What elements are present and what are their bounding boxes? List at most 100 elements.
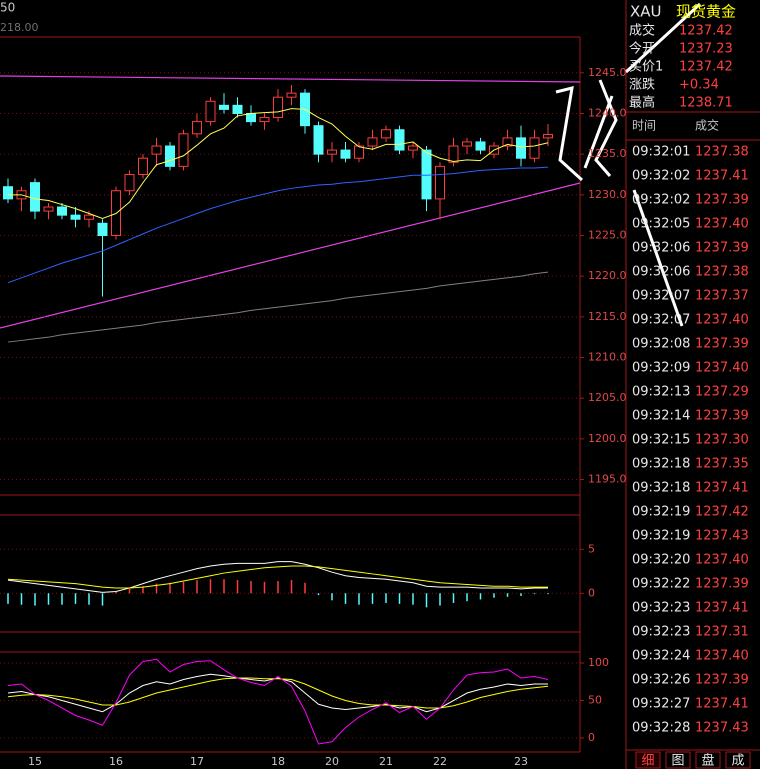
candle-body — [502, 137, 513, 147]
x-tick-label: 20 — [325, 755, 339, 768]
y-tick-label: 1220.0 — [588, 269, 627, 282]
candle-body — [70, 214, 81, 220]
candle-body — [516, 137, 526, 159]
quote-label: 成交 — [629, 23, 655, 39]
candle-body — [43, 206, 54, 212]
candle-body — [138, 157, 148, 175]
y-tick-label: 1210.0 — [588, 351, 627, 364]
trade-time: 09:32:08 — [632, 337, 690, 352]
candle-body — [354, 145, 364, 159]
quote-label: 最高 — [629, 95, 655, 111]
trade-time: 09:32:26 — [632, 673, 690, 688]
trade-price: 1237.30 — [695, 433, 749, 448]
x-tick-label: 22 — [433, 755, 447, 768]
candle-body — [435, 165, 445, 200]
candle-body — [124, 173, 135, 192]
candle-body — [219, 104, 229, 110]
trade-price: 1237.43 — [695, 721, 749, 736]
trend-lines — [0, 75, 581, 329]
candle-body — [543, 133, 553, 139]
y-tick-label: 1230.0 — [588, 188, 627, 201]
candle-body — [3, 186, 13, 200]
quote-value: 1237.42 — [679, 60, 733, 75]
candle-body — [367, 137, 378, 147]
trade-price: 1237.29 — [695, 385, 749, 400]
y-tick-label: 100 — [588, 656, 609, 669]
tab-box — [695, 751, 721, 769]
candle-body — [246, 112, 256, 123]
y-tick-label: 0 — [588, 731, 595, 744]
trade-price: 1237.41 — [695, 169, 749, 184]
candle-body — [327, 149, 337, 155]
x-tick-label: 18 — [271, 755, 285, 768]
candle-body — [408, 145, 418, 151]
quote-value: 1237.23 — [679, 42, 733, 57]
trade-time: 09:32:13 — [632, 385, 690, 400]
indicator-line — [7, 271, 549, 343]
indicator-line — [7, 166, 549, 284]
trade-price: 1237.31 — [695, 625, 749, 640]
tab-box — [635, 751, 661, 769]
trade-price: 1237.41 — [695, 601, 749, 616]
indicator-line — [7, 561, 548, 593]
tab[interactable]: 成 — [731, 754, 744, 769]
y-tick-label: 1245.0 — [588, 66, 627, 79]
trade-time: 09:32:18 — [632, 481, 690, 496]
y-tick-label: 1225.0 — [588, 228, 627, 241]
trade-time: 09:32:05 — [632, 217, 690, 232]
trade-price: 1237.40 — [695, 649, 749, 664]
candle-body — [340, 149, 351, 159]
trade-price: 1237.42 — [695, 505, 749, 520]
x-tick-label: 15 — [28, 755, 42, 768]
candle-body — [529, 137, 540, 159]
y-tick-label: 1215.0 — [588, 310, 627, 323]
trade-price: 1237.41 — [695, 481, 749, 496]
candle-body — [462, 141, 472, 147]
y-tick-label: 1240.0 — [588, 106, 627, 119]
trade-time: 09:32:19 — [632, 529, 690, 544]
trade-time: 09:32:24 — [632, 649, 690, 664]
candle-body — [475, 141, 486, 151]
candle-body — [313, 125, 324, 155]
trade-price: 1237.41 — [695, 697, 749, 712]
candle-body — [165, 145, 175, 167]
candle-body — [205, 100, 216, 123]
top-label: 50 — [0, 1, 15, 15]
indicator-line — [7, 658, 549, 745]
trade-price: 1237.40 — [695, 553, 749, 568]
y-tick-label: 5 — [588, 542, 595, 555]
tab[interactable]: 图 — [671, 754, 684, 769]
indicator-line — [7, 673, 548, 713]
instrument-name: 现货黄金 — [676, 3, 736, 21]
trade-time: 09:32:20 — [632, 553, 690, 568]
trade-price: 1237.43 — [695, 529, 749, 544]
trade-time: 09:32:18 — [632, 457, 690, 472]
column-header: 时间 — [632, 119, 656, 133]
candle-body — [448, 145, 459, 163]
symbol: XAU — [630, 3, 662, 21]
quote-label: 涨跌 — [629, 77, 655, 93]
tab-box — [725, 751, 751, 769]
candle-body — [30, 182, 40, 212]
trade-time: 09:32:23 — [632, 625, 690, 640]
candle-body — [178, 133, 189, 167]
trade-time: 09:32:06 — [632, 265, 690, 280]
trade-time: 09:32:22 — [632, 577, 690, 592]
candle-body — [84, 214, 94, 220]
trade-time: 09:32:02 — [632, 193, 690, 208]
trade-time: 09:32:23 — [632, 601, 690, 616]
candle-body — [232, 104, 243, 114]
candle-body — [394, 129, 405, 151]
y-tick-label: 0 — [588, 586, 595, 599]
trade-time: 09:32:09 — [632, 361, 690, 376]
tab[interactable]: 盘 — [701, 753, 714, 769]
x-tick-label: 17 — [190, 755, 204, 768]
x-tick-label: 23 — [514, 755, 528, 768]
indicator-line — [8, 108, 549, 219]
tab[interactable]: 细 — [641, 754, 654, 769]
top-label: 218.00 — [0, 21, 39, 34]
y-tick-label: 1205.0 — [588, 391, 627, 404]
trade-time: 09:32:07 — [632, 289, 690, 304]
trade-price: 1237.40 — [695, 361, 749, 376]
